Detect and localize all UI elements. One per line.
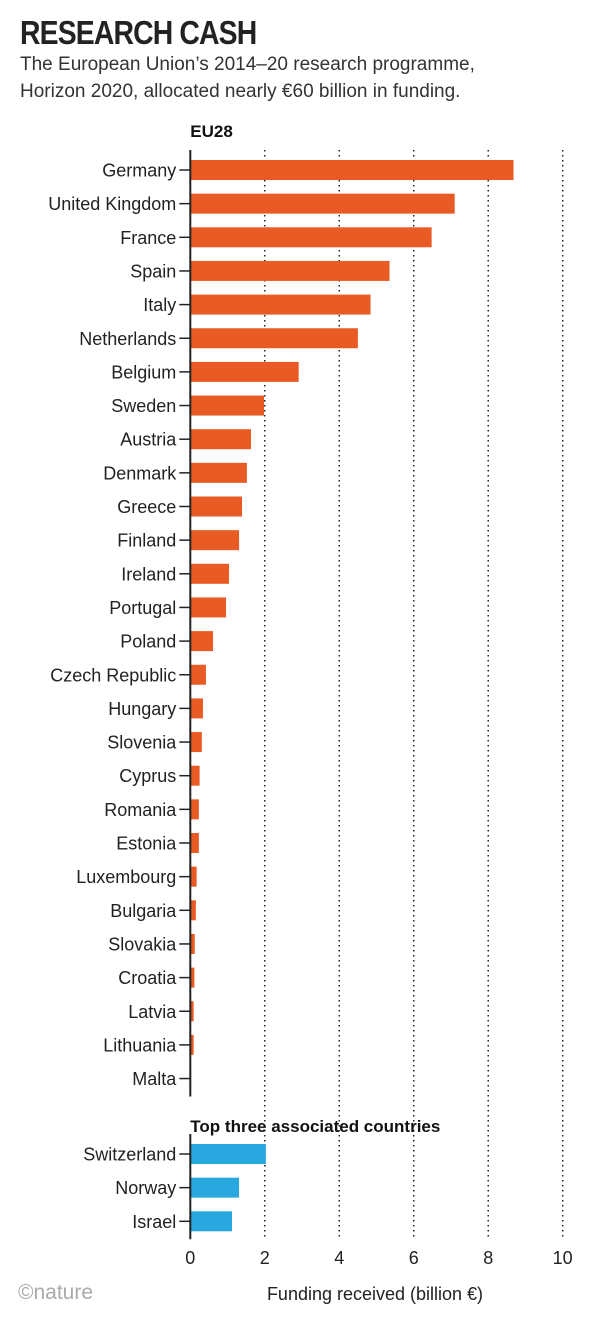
bar-netherlands bbox=[190, 328, 358, 349]
category-label: Estonia bbox=[116, 834, 177, 854]
category-label: Latvia bbox=[128, 1002, 177, 1022]
bar-cyprus bbox=[190, 765, 200, 786]
x-tick-label: 2 bbox=[260, 1248, 270, 1268]
category-label: Bulgaria bbox=[110, 901, 177, 921]
category-label: Malta bbox=[132, 1069, 177, 1089]
category-label: Austria bbox=[120, 430, 177, 450]
bar-czech-republic bbox=[190, 664, 206, 685]
bar-france bbox=[190, 227, 432, 248]
bar-latvia bbox=[190, 1001, 194, 1022]
chart-subtitle-line-2: Horizon 2020, allocated nearly €60 billi… bbox=[20, 81, 461, 102]
nature-logo: ©nature bbox=[18, 1281, 93, 1304]
bar-belgium bbox=[190, 361, 299, 382]
bar-austria bbox=[190, 429, 252, 450]
bar-israel bbox=[190, 1211, 233, 1232]
category-label: Czech Republic bbox=[50, 665, 176, 685]
bar-norway bbox=[190, 1177, 240, 1198]
category-label: Belgium bbox=[111, 362, 176, 382]
category-label: Norway bbox=[115, 1178, 176, 1198]
bar-switzerland bbox=[190, 1144, 266, 1164]
bar-romania bbox=[190, 799, 199, 820]
category-label: Slovenia bbox=[107, 733, 177, 753]
x-tick-label: 0 bbox=[185, 1248, 195, 1268]
category-label: Hungary bbox=[108, 699, 176, 719]
category-label: Poland bbox=[120, 632, 176, 652]
category-label: Romania bbox=[104, 800, 177, 820]
group-heading-eu28: EU28 bbox=[190, 122, 233, 141]
category-label: Luxembourg bbox=[76, 867, 176, 887]
category-label: Sweden bbox=[111, 396, 176, 416]
bar-united-kingdom bbox=[190, 193, 455, 214]
category-label: France bbox=[120, 228, 176, 248]
category-label: United Kingdom bbox=[48, 194, 176, 214]
category-label: Israel bbox=[132, 1212, 176, 1232]
x-tick-label: 6 bbox=[409, 1248, 419, 1268]
bar-finland bbox=[190, 530, 240, 551]
bar-portugal bbox=[190, 597, 227, 618]
category-label: Portugal bbox=[109, 598, 176, 618]
bar-luxembourg bbox=[190, 866, 197, 887]
x-tick-label: 4 bbox=[334, 1248, 344, 1268]
bar-greece bbox=[190, 496, 243, 517]
bar-denmark bbox=[190, 462, 247, 483]
category-label: Switzerland bbox=[83, 1145, 176, 1165]
x-axis-label: Funding received (billion €) bbox=[267, 1284, 483, 1304]
group-heading-associated: Top three associated countries bbox=[190, 1117, 440, 1136]
bar-bulgaria bbox=[190, 900, 196, 921]
bar-ireland bbox=[190, 563, 230, 584]
bar-spain bbox=[190, 260, 390, 281]
bar-hungary bbox=[190, 698, 203, 719]
category-label: Croatia bbox=[118, 968, 177, 988]
chart-subtitle-line-1: The European Union’s 2014–20 research pr… bbox=[20, 54, 475, 75]
bar-slovenia bbox=[190, 732, 202, 753]
bar-croatia bbox=[190, 967, 195, 988]
category-label: Lithuania bbox=[103, 1035, 177, 1055]
category-label: Spain bbox=[130, 261, 176, 281]
bar-lithuania bbox=[190, 1034, 194, 1055]
bar-slovakia bbox=[190, 933, 195, 954]
category-label: Denmark bbox=[103, 463, 177, 483]
bar-germany bbox=[190, 160, 514, 180]
category-label: Slovakia bbox=[108, 934, 177, 954]
category-label: Ireland bbox=[121, 564, 176, 584]
bar-italy bbox=[190, 294, 371, 315]
category-label: Germany bbox=[102, 161, 176, 181]
chart-title: RESEARCH CASH bbox=[20, 14, 257, 51]
bar-estonia bbox=[190, 833, 199, 853]
category-label: Netherlands bbox=[79, 329, 176, 349]
x-tick-label: 10 bbox=[553, 1248, 573, 1268]
category-label: Finland bbox=[117, 531, 176, 551]
x-tick-label: 8 bbox=[483, 1248, 493, 1268]
category-label: Greece bbox=[117, 497, 176, 517]
bar-sweden bbox=[190, 395, 265, 416]
category-label: Italy bbox=[143, 295, 176, 315]
category-label: Cyprus bbox=[119, 766, 176, 786]
bar-poland bbox=[190, 631, 214, 652]
